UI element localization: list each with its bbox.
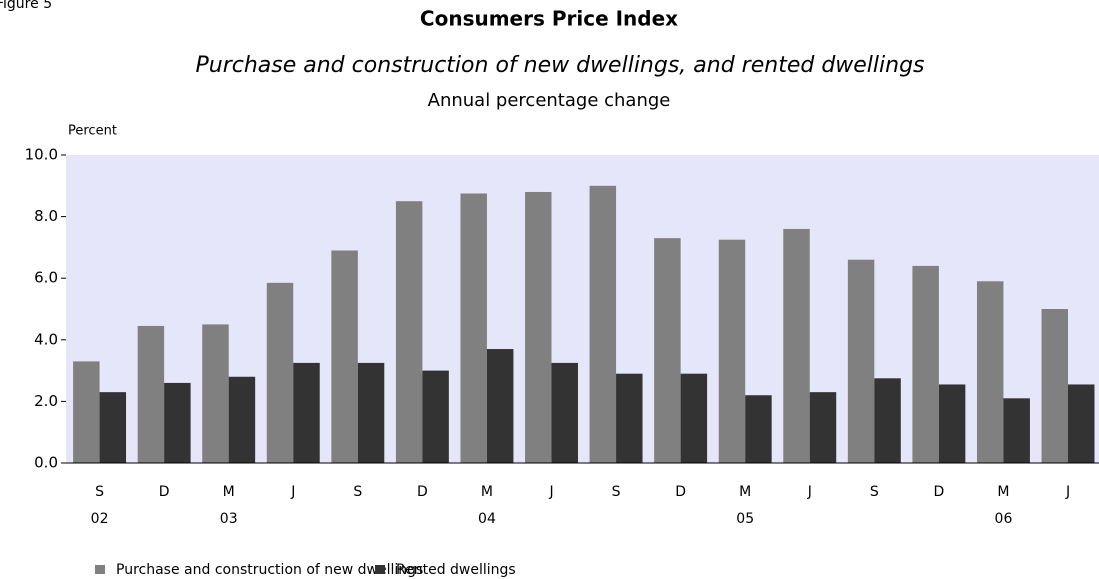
x-tick-label: S [870, 484, 879, 500]
bar [1041, 309, 1069, 463]
x-tick-label: S [612, 484, 621, 500]
x-tick-label: D [933, 484, 944, 500]
legend-swatch [375, 565, 385, 574]
x-year-label: 05 [736, 511, 754, 527]
bar [293, 362, 320, 463]
x-tick-label: D [159, 484, 170, 500]
bar [680, 373, 708, 463]
bar [654, 238, 681, 463]
bar [745, 395, 772, 463]
bar [460, 193, 487, 463]
x-tick-label: S [95, 484, 104, 500]
x-tick-label: M [997, 484, 1009, 500]
x-year-label: 04 [478, 511, 496, 527]
bar [331, 250, 358, 463]
x-year-label: 02 [91, 511, 109, 527]
bar [783, 228, 810, 463]
x-tick-label: S [353, 484, 362, 500]
y-tick-label: 10.0 [25, 146, 58, 164]
bar [99, 392, 127, 463]
bar [551, 362, 578, 463]
y-tick-label: 6.0 [34, 269, 58, 287]
bar [228, 376, 256, 463]
bar [809, 392, 837, 463]
legend-label: Rented dwellings [396, 562, 516, 578]
bar [525, 191, 552, 463]
bar [357, 362, 385, 463]
bar [1003, 398, 1030, 463]
legend-swatch [95, 565, 105, 574]
bar [1068, 384, 1095, 463]
x-tick-label: J [807, 484, 812, 500]
bar [616, 373, 643, 463]
bar [589, 185, 617, 464]
x-year-label: 06 [995, 511, 1013, 527]
bar [912, 265, 939, 463]
bar [164, 382, 191, 463]
chart-caption: Annual percentage change [428, 90, 671, 111]
chart-title: Consumers Price Index [420, 7, 678, 31]
y-tick-label: 0.0 [34, 454, 58, 472]
chart-subtitle: Purchase and construction of new dwellin… [195, 53, 924, 78]
y-tick-label: 4.0 [34, 330, 58, 348]
figure-label: Figure 5 [0, 0, 52, 12]
x-tick-label: M [739, 484, 751, 500]
bar [73, 361, 100, 463]
x-tick-label: M [223, 484, 235, 500]
bar [202, 324, 229, 463]
legend-label: Purchase and construction of new dwellin… [116, 562, 423, 578]
x-tick-label: J [290, 484, 295, 500]
x-tick-label: J [548, 484, 553, 500]
x-tick-label: J [1065, 484, 1070, 500]
bar [847, 259, 875, 463]
x-tick-label: D [675, 484, 686, 500]
x-tick-label: D [417, 484, 428, 500]
x-year-label: 03 [220, 511, 238, 527]
y-tick-label: 2.0 [34, 392, 58, 410]
bar [874, 378, 901, 463]
bar [938, 384, 966, 463]
x-tick-label: M [481, 484, 493, 500]
bar [266, 282, 294, 463]
bar [422, 370, 449, 463]
bar [976, 281, 1004, 463]
bar [486, 349, 514, 463]
bar [395, 201, 423, 463]
y-tick-label: 8.0 [34, 207, 58, 225]
bar [718, 239, 746, 463]
bar [137, 325, 165, 463]
y-axis-label: Percent [68, 124, 117, 139]
